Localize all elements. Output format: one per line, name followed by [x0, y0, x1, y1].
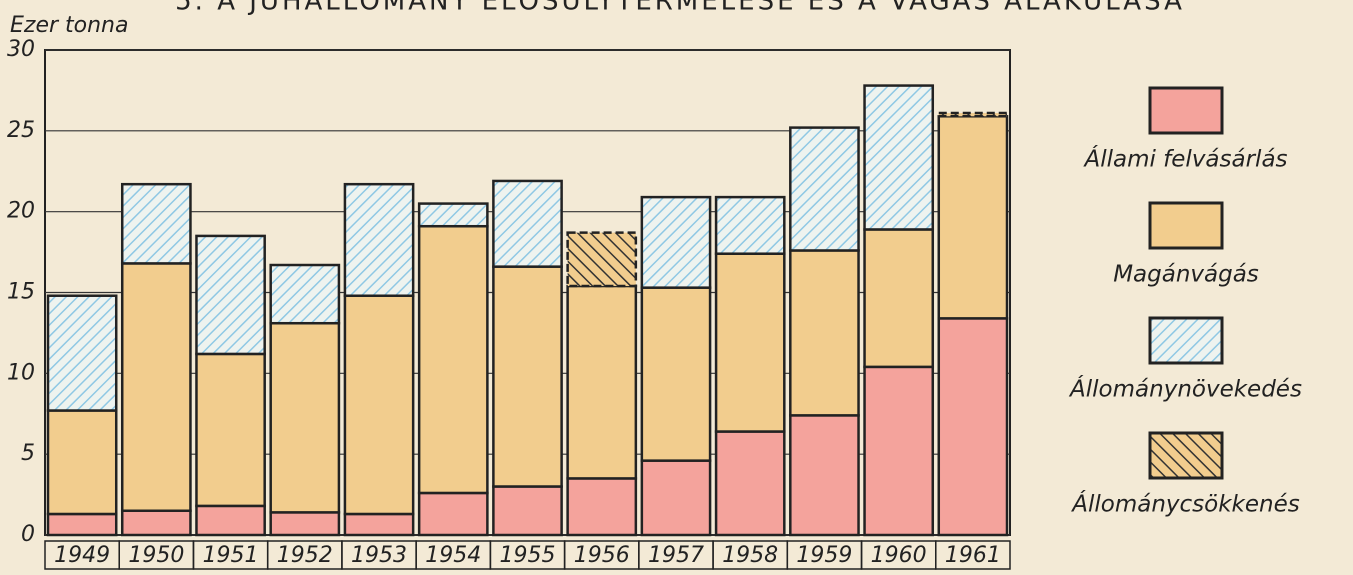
bar-segment	[789, 414, 860, 537]
bar-segment	[789, 249, 860, 417]
x-tick-label: 1956	[574, 543, 630, 568]
x-tick-label: 1950	[128, 543, 184, 568]
bar-segment	[269, 263, 341, 325]
y-tick-label: 30	[7, 37, 35, 62]
bar-segment	[195, 234, 266, 356]
x-tick-label: 1958	[722, 543, 778, 568]
y-tick-label: 15	[7, 280, 35, 305]
bar-segment	[714, 195, 786, 255]
y-axis-label: Ezer tonna	[10, 13, 128, 38]
bar-segment	[120, 509, 192, 537]
x-tick-label: 1954	[425, 543, 481, 568]
bar-segment	[640, 459, 712, 537]
bar-segment	[343, 294, 415, 516]
chart-title: 5. A JUHÁLLOMÁNY ÉLŐSÚLYTERMELÉSE ÉS A V…	[175, 0, 1185, 17]
bar-segment	[492, 265, 563, 488]
bar-segment	[937, 317, 1009, 537]
bar-segment	[195, 504, 266, 537]
x-tick-label: 1953	[351, 543, 407, 568]
y-tick-label: 10	[7, 360, 35, 385]
bar-segment	[46, 512, 118, 537]
bar-segment	[863, 84, 935, 231]
legend-label: Állománycsökkenés	[1070, 490, 1299, 518]
bar-segment	[492, 179, 563, 268]
bar-segment	[937, 111, 1009, 118]
x-tick-label: 1951	[203, 543, 259, 568]
bar-segment	[46, 409, 118, 516]
legend-label: Állami felvásárlás	[1082, 145, 1287, 173]
bar-segment	[343, 512, 415, 537]
bar-segment	[195, 352, 266, 508]
bar-segment	[417, 202, 489, 228]
x-tick-label: 1949	[54, 543, 110, 568]
bar-segment	[343, 182, 415, 297]
bar-segment	[863, 365, 935, 537]
y-tick-label: 20	[7, 199, 35, 224]
bar-segment	[46, 294, 118, 412]
legend-label: Magánvágás	[1113, 262, 1259, 288]
bar-segment	[937, 115, 1009, 320]
bar-segment	[120, 262, 192, 512]
x-tick-label: 1952	[277, 543, 333, 568]
bar-segment	[640, 286, 712, 462]
bar-segment	[492, 485, 563, 537]
bar-segment	[863, 228, 935, 369]
bar-segment	[566, 477, 638, 537]
bar-segment	[269, 511, 341, 537]
x-tick-label: 1959	[796, 543, 852, 568]
legend-swatch	[1148, 86, 1224, 135]
x-tick-label: 1961	[945, 543, 1001, 568]
x-tick-box	[935, 540, 1011, 570]
bar-segment	[566, 284, 638, 480]
legend-swatch	[1148, 201, 1224, 250]
legend-swatch	[1148, 316, 1224, 365]
legend-swatch	[1148, 431, 1224, 480]
y-tick-label: 25	[7, 118, 35, 143]
x-tick-label: 1957	[648, 543, 704, 568]
y-tick-label: 0	[21, 522, 35, 547]
bar-segment	[120, 182, 192, 265]
bar-segment	[417, 491, 489, 537]
bar-segment	[714, 430, 786, 537]
y-tick-label: 5	[21, 441, 35, 466]
x-tick-label: 1955	[500, 543, 556, 568]
legend-label: Állománynövekedés	[1068, 375, 1302, 403]
bar-segment	[566, 231, 638, 288]
bar-segment	[417, 224, 489, 495]
bar-segment	[789, 126, 860, 252]
bar-segment	[640, 195, 712, 289]
bar-segment	[714, 252, 786, 433]
x-tick-label: 1960	[871, 543, 927, 568]
bar-segment	[269, 321, 341, 514]
